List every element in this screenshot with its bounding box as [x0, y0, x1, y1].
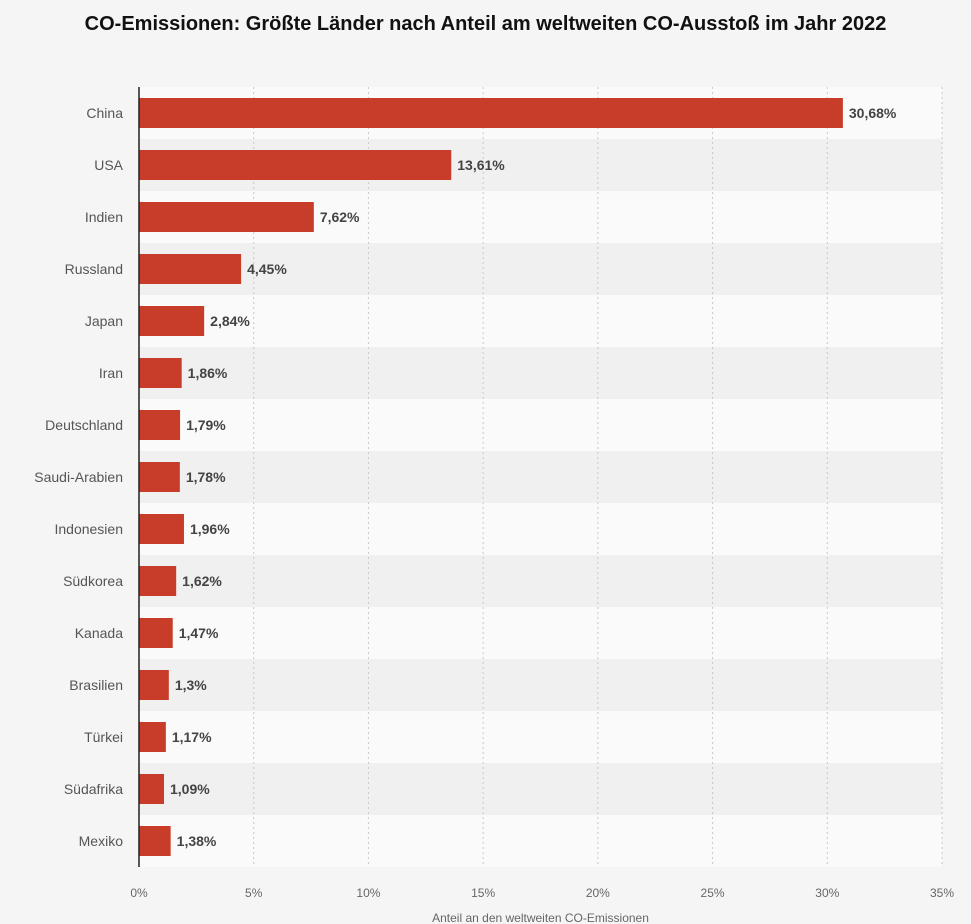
category-label: Kanada [75, 625, 123, 641]
value-label: 1,09% [170, 781, 210, 797]
bar [139, 202, 314, 232]
value-label: 4,45% [247, 261, 287, 277]
bar [139, 618, 173, 648]
bar [139, 98, 843, 128]
bar [139, 514, 184, 544]
x-axis-label: Anteil an den weltweiten CO-Emissionen [432, 911, 649, 924]
category-label: USA [94, 157, 123, 173]
category-label: Südafrika [64, 781, 123, 797]
value-label: 2,84% [210, 313, 250, 329]
category-label: Deutschland [45, 417, 123, 433]
row-band [139, 711, 942, 763]
row-band [139, 295, 942, 347]
value-label: 7,62% [320, 209, 360, 225]
chart-title: CO-Emissionen: Größte Länder nach Anteil… [84, 13, 887, 35]
x-tick-label: 25% [701, 886, 725, 900]
row-band [139, 347, 942, 399]
bar [139, 410, 181, 440]
row-band [139, 815, 942, 867]
bar [139, 462, 180, 492]
row-band [139, 399, 942, 451]
value-label: 13,61% [457, 157, 505, 173]
category-label: Türkei [84, 729, 123, 745]
x-tick-label: 10% [356, 886, 380, 900]
category-label: Südkorea [63, 573, 123, 589]
x-tick-label: 35% [930, 886, 954, 900]
bar [139, 358, 182, 388]
value-label: 1,17% [172, 729, 212, 745]
row-band [139, 555, 942, 607]
category-label: Saudi-Arabien [34, 469, 123, 485]
row-band [139, 607, 942, 659]
category-label: Brasilien [69, 677, 123, 693]
value-label: 1,62% [182, 573, 222, 589]
bar [139, 722, 166, 752]
x-tick-label: 20% [586, 886, 610, 900]
bar [139, 826, 171, 856]
bar [139, 254, 242, 284]
value-label: 1,96% [190, 521, 230, 537]
category-label: Iran [99, 365, 123, 381]
row-band [139, 763, 942, 815]
x-tick-label: 15% [471, 886, 495, 900]
category-label: Russland [65, 261, 123, 277]
x-tick-label: 5% [245, 886, 263, 900]
row-band [139, 243, 942, 295]
row-band [139, 451, 942, 503]
bar [139, 670, 169, 700]
bar [139, 566, 177, 596]
category-label: Indonesien [54, 521, 123, 537]
category-label: China [86, 105, 123, 121]
value-label: 1,3% [175, 677, 207, 693]
category-label: Mexiko [79, 833, 124, 849]
value-label: 1,79% [186, 417, 226, 433]
row-band [139, 659, 942, 711]
bar [139, 150, 452, 180]
value-label: 1,86% [188, 365, 228, 381]
bar [139, 774, 165, 804]
category-label: Indien [85, 209, 123, 225]
value-label: 1,78% [186, 469, 226, 485]
bar [139, 306, 205, 336]
value-label: 1,47% [179, 625, 219, 641]
value-label: 1,38% [177, 833, 217, 849]
row-band [139, 503, 942, 555]
category-label: Japan [85, 313, 123, 329]
value-label: 30,68% [849, 105, 897, 121]
x-tick-label: 0% [130, 886, 148, 900]
x-tick-label: 30% [815, 886, 839, 900]
